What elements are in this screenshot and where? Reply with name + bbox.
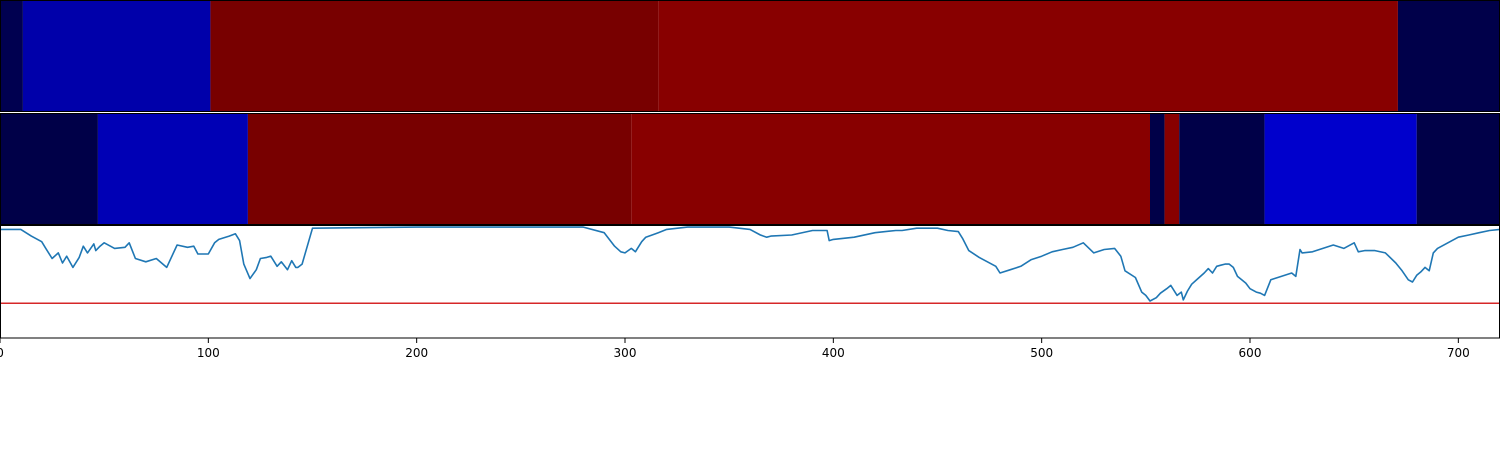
middle-strip-segment-8 bbox=[1416, 113, 1500, 225]
x-tick-label: 100 bbox=[197, 346, 220, 360]
top-strip-segment-3 bbox=[658, 0, 1398, 112]
middle-strip-segment-5 bbox=[1164, 113, 1180, 225]
top-heatmap-strip bbox=[0, 0, 1500, 112]
top-strip-segment-0 bbox=[0, 0, 23, 112]
middle-strip-segment-6 bbox=[1179, 113, 1265, 225]
score-line bbox=[0, 226, 1500, 302]
x-tick-label: 400 bbox=[822, 346, 845, 360]
x-tick-label: 300 bbox=[614, 346, 637, 360]
middle-strip-segment-1 bbox=[97, 113, 248, 225]
top-strip-segment-2 bbox=[210, 0, 659, 112]
x-tick-label: 0 bbox=[0, 346, 4, 360]
x-tick-label: 600 bbox=[1239, 346, 1262, 360]
bottom-line-plot bbox=[0, 225, 1500, 339]
x-tick-label: 200 bbox=[405, 346, 428, 360]
top-strip-segment-4 bbox=[1397, 0, 1500, 112]
top-strip-segment-1 bbox=[22, 0, 211, 112]
middle-strip-segment-2 bbox=[247, 113, 632, 225]
middle-strip-segment-4 bbox=[1150, 113, 1165, 225]
middle-strip-segment-7 bbox=[1264, 113, 1417, 225]
x-tick-label: 700 bbox=[1447, 346, 1470, 360]
middle-strip-segment-0 bbox=[0, 113, 98, 225]
middle-strip-segment-3 bbox=[631, 113, 1150, 225]
x-axis: 0 100 200 300 400 500 600 700 bbox=[0, 338, 1470, 360]
x-tick-label: 500 bbox=[1030, 346, 1053, 360]
middle-heatmap-strip bbox=[0, 112, 1500, 225]
plot-background bbox=[0, 226, 1500, 338]
